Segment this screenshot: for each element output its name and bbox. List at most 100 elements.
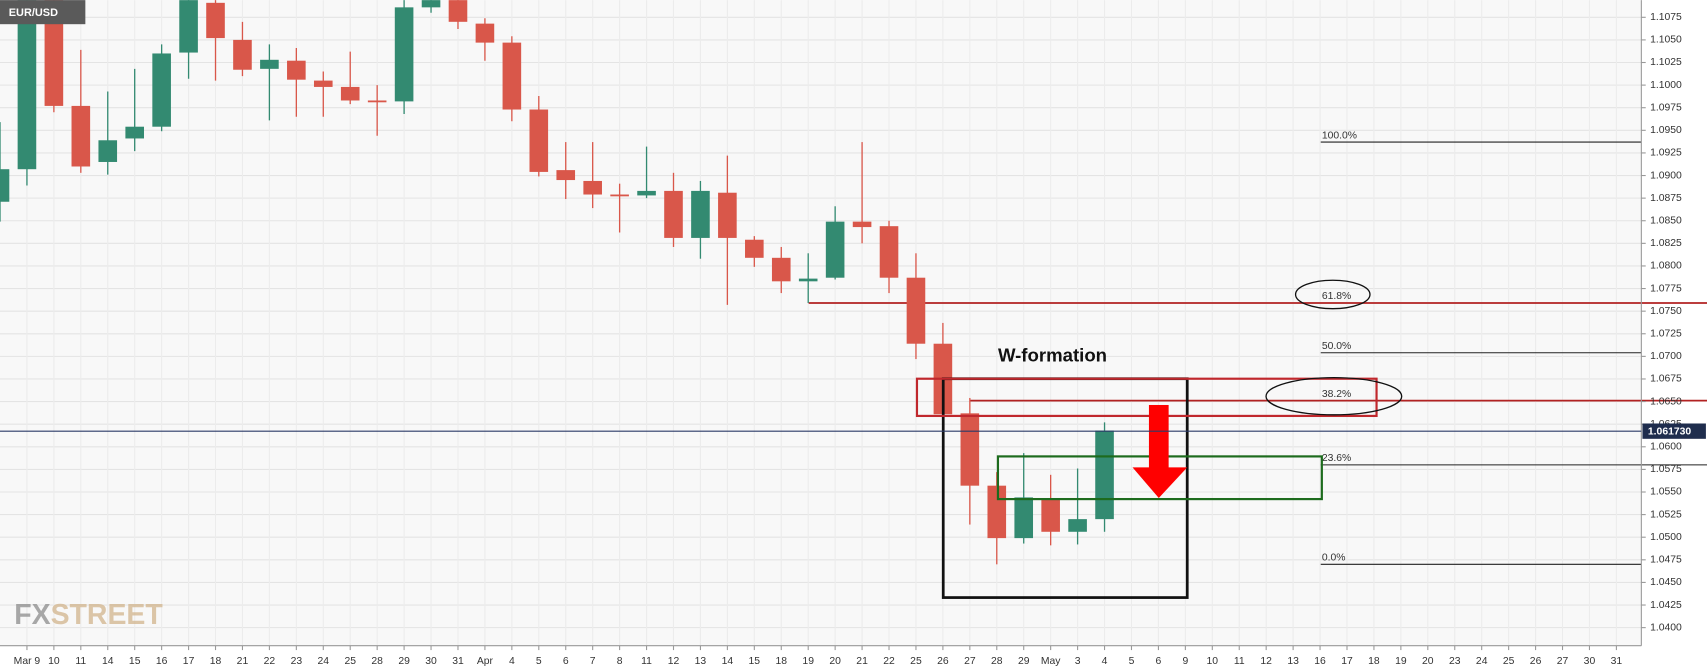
candle-body [556,170,576,181]
x-tick-label: 26 [1530,656,1542,667]
candle-body [340,86,360,101]
x-tick-label: 24 [1476,656,1488,667]
candle-body [529,109,549,172]
fib-label: 38.2% [1322,389,1351,400]
candle-body [1041,498,1060,532]
x-tick-label: 30 [425,656,437,667]
y-tick-label: 1.1050 [1650,35,1682,46]
x-tick-label: 25 [344,656,356,667]
x-tick-label: 17 [183,656,195,667]
x-tick-label: 6 [563,656,569,667]
x-tick-label: 8 [617,656,623,667]
y-tick-label: 1.0650 [1650,396,1682,407]
x-tick-label: 14 [102,656,114,667]
x-tick-label: 10 [1207,656,1219,667]
fibonacci: 100.0% 61.8% 50.0% 38.2% 23.6% 0.0% [808,130,1707,565]
x-tick-label: 20 [829,656,841,667]
x-tick-label: 25 [910,656,922,667]
x-tick-label: 5 [536,656,542,667]
logo-suffix: STREET [51,599,164,631]
x-tick-label: 22 [264,656,276,667]
y-tick-label: 1.0675 [1650,374,1682,385]
y-tick-label: 1.0525 [1650,509,1682,520]
candle-body [233,39,252,70]
chart-title: EUR/USD [9,7,58,19]
y-tick-label: 1.0500 [1650,532,1682,543]
candle-body [960,413,980,486]
y-tick-label: 1.0600 [1650,442,1682,453]
x-tick-label: 4 [509,656,515,667]
x-tick-label: 15 [129,656,141,667]
fib-label: 23.6% [1322,453,1351,464]
candle-body [745,239,764,258]
x-tick-label: 27 [964,656,976,667]
x-tick-label: 3 [1075,656,1081,667]
candle-body [798,278,818,282]
y-tick-label: 1.1075 [1650,12,1682,23]
y-tick-label: 1.1000 [1650,80,1682,91]
candle-body [421,0,441,8]
y-tick-label: 1.0850 [1650,215,1682,226]
x-tick-label: 13 [1287,656,1299,667]
x-tick-label: 25 [1503,656,1515,667]
x-tick-label: 16 [156,656,168,667]
x-tick-label: 30 [1584,656,1596,667]
candle-body [394,7,414,102]
x-tick-label: 18 [210,656,222,667]
x-tick-label: 13 [695,656,707,667]
grid [0,0,1642,646]
x-tick-label: 9 [1182,656,1188,667]
x-tick-label: 28 [371,656,383,667]
candle-body [718,192,737,238]
candle-body [98,140,118,162]
y-tick-label: 1.0450 [1650,577,1682,588]
fib-label: 61.8% [1322,291,1351,302]
current-price-label: 1.061730 [1648,426,1692,437]
axes: 1.0400 1.0425 1.0450 1.0475 1.0500 1.0525 1.05… [0,12,1706,667]
y-tick-label: 1.0775 [1650,283,1682,294]
resistance-box [915,377,1378,418]
y-tick-label: 1.0750 [1650,306,1682,317]
x-tick-label: 31 [452,656,464,667]
candle-body [179,0,198,53]
candle-body [771,257,791,282]
candle-body [1014,497,1034,539]
candle-body [152,53,171,127]
x-tick-label: 16 [1314,656,1326,667]
x-tick-label: 11 [641,656,652,667]
x-tick-label: 23 [291,656,303,667]
x-tick-label: 12 [668,656,680,667]
candle-body [906,277,926,344]
y-tick-label: 1.0900 [1650,170,1682,181]
candles [0,0,1114,565]
fib-label: 0.0% [1322,553,1346,564]
y-tick-label: 1.0825 [1650,238,1682,249]
y-tick-label: 1.0800 [1650,261,1682,272]
candle-body [1068,519,1087,532]
x-tick-label: 22 [883,656,895,667]
title-box [0,0,86,25]
candle-body [448,0,468,22]
x-tick-label: 27 [1557,656,1569,667]
x-tick-label: 19 [1395,656,1407,667]
candle-body [71,105,91,167]
x-tick-label: 21 [856,656,868,667]
highlight-ellipse [1265,376,1403,416]
x-tick-label: 15 [749,656,761,667]
candle-body [206,2,225,39]
candle-body [125,126,145,139]
y-tick-label: 1.0700 [1650,351,1682,362]
x-tick-label: 17 [1341,656,1353,667]
candle-body [17,0,37,170]
y-tick-label: 1.0925 [1650,148,1682,159]
x-tick-label: 7 [590,656,596,667]
y-tick-label: 1.1025 [1650,57,1682,68]
x-tick-label: 19 [802,656,814,667]
candle-body [475,23,495,43]
y-tick-label: 1.0425 [1650,600,1682,611]
y-tick-label: 1.0575 [1650,464,1682,475]
candle-body [637,190,656,196]
x-tick-label: 26 [937,656,949,667]
candle-body [367,100,387,103]
